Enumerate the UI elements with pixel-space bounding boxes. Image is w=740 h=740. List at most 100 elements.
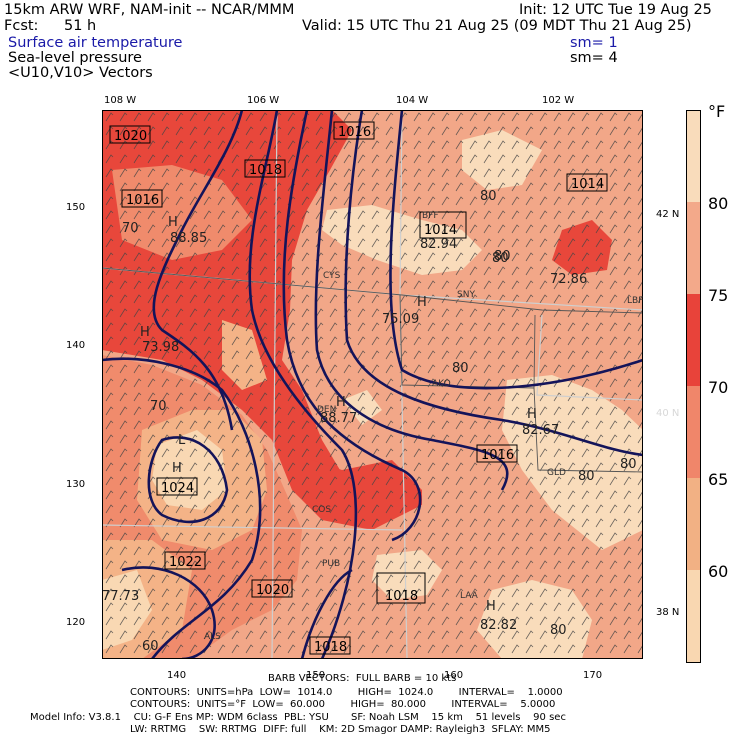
- pressure-box: [244, 159, 286, 178]
- x-label: 140: [167, 670, 187, 681]
- pressure-label: 1018: [314, 640, 347, 655]
- pressure-label: 1016: [338, 125, 371, 140]
- model-info-physics: LW: RRTMG SW: RRTMG DIFF: full KM: 2D Sm…: [130, 724, 551, 735]
- pressure-box: [309, 636, 351, 655]
- y-label: 130: [66, 479, 86, 490]
- lon-label: 108 W: [104, 95, 137, 106]
- colorbar-swatch: [686, 110, 701, 202]
- pressure-box: [251, 579, 293, 598]
- pressure-box: [476, 444, 518, 463]
- forecast-hour: 51 h: [64, 18, 97, 34]
- pressure-label: 1024: [161, 481, 194, 496]
- pressure-box: [333, 121, 375, 140]
- station-id: DEN: [317, 405, 336, 415]
- high-marker: H: [140, 325, 150, 340]
- model-info: Model Info: V3.8.1 CU: G-F Ens MP: WDM 6…: [30, 712, 566, 723]
- station-id: ALS: [204, 632, 221, 642]
- y-label: 150: [66, 202, 86, 213]
- colorbar-label: 65: [708, 470, 729, 489]
- lon-label: 104 W: [396, 95, 429, 106]
- colorbar: [686, 110, 701, 663]
- isobars: [102, 110, 643, 659]
- weather-map: 1020 1018 1016 1016 1014 1014 1024 1022 …: [102, 110, 643, 659]
- field-surface-temp: Surface air temperature: [8, 35, 183, 51]
- colorbar-swatch: [686, 294, 701, 386]
- temp-high: 82.94: [420, 237, 457, 252]
- contour-label: 60: [142, 639, 159, 654]
- station-id: CYS: [323, 271, 341, 281]
- pressure-box: [156, 477, 198, 496]
- colorbar-swatch: [686, 202, 701, 294]
- temp-high: 73.98: [142, 340, 179, 355]
- init-time: Init: 12 UTC Tue 19 Aug 25: [519, 2, 712, 18]
- pressure-label: 1022: [169, 555, 202, 570]
- pressure-box: [419, 211, 467, 239]
- colorbar-swatch: [686, 570, 701, 663]
- high-marker: H: [168, 215, 178, 230]
- contour-label: 80: [494, 249, 511, 264]
- lat-label: 40 N: [656, 408, 680, 419]
- lon-label: 102 W: [542, 95, 575, 106]
- colorbar-swatch: [686, 478, 701, 570]
- pressure-label: 1014: [571, 177, 604, 192]
- high-marker: H: [417, 295, 427, 310]
- station-id: COS: [312, 505, 331, 515]
- contour-label: 80: [452, 361, 469, 376]
- pressure-label: 1016: [481, 448, 514, 463]
- pressure-box: [109, 125, 151, 144]
- contour-label: 80: [550, 623, 567, 638]
- barb-legend: BARB VECTORS: FULL BARB = 10 kts: [268, 673, 457, 684]
- station-id: PUB: [322, 559, 340, 569]
- pressure-label: 1018: [385, 589, 418, 604]
- pressure-box: [566, 173, 608, 192]
- contour-label: 80: [480, 189, 497, 204]
- contour-label: 80: [578, 469, 595, 484]
- high-marker: H: [172, 461, 182, 476]
- x-label: 150: [306, 670, 326, 681]
- lat-label: 38 N: [656, 607, 680, 618]
- pressure-box: [164, 551, 206, 570]
- pressure-label: 1016: [126, 193, 159, 208]
- station-id: BFF: [422, 211, 439, 221]
- colorbar-label: 75: [708, 286, 729, 305]
- contour-info-hpa: CONTOURS: UNITS=hPa LOW= 1014.0 HIGH= 10…: [130, 687, 563, 698]
- station-id: SNY: [457, 290, 475, 300]
- low-marker: L: [178, 433, 186, 448]
- station-id: GLD: [547, 468, 566, 478]
- temp-high: 82.67: [522, 423, 559, 438]
- colorbar-label: 80: [708, 194, 729, 213]
- valid-time: Valid: 15 UTC Thu 21 Aug 25 (09 MDT Thu …: [302, 18, 692, 34]
- pressure-box: [121, 189, 163, 208]
- pressure-box: [376, 572, 426, 604]
- station-id: LAA: [460, 591, 479, 601]
- contour-label: 70: [122, 221, 139, 236]
- pressure-label: 1020: [256, 583, 289, 598]
- x-label: 170: [583, 670, 603, 681]
- contour-label: 80: [492, 251, 509, 266]
- lat-label: 42 N: [656, 209, 680, 220]
- colorbar-label: 60: [708, 562, 729, 581]
- contour-info-temp: CONTOURS: UNITS=°F LOW= 60.000 HIGH= 80.…: [130, 699, 556, 710]
- high-marker: H: [486, 599, 496, 614]
- pressure-label: 1018: [249, 163, 282, 178]
- contour-label: 80: [620, 457, 637, 472]
- x-label: 160: [444, 670, 464, 681]
- model-title: 15km ARW WRF, NAM-init -- NCAR/MMM: [4, 2, 295, 18]
- colorbar-label: 70: [708, 378, 729, 397]
- temp-low: 72.86: [550, 272, 587, 287]
- pressure-label: 1020: [114, 129, 147, 144]
- temp-high: 75.09: [382, 312, 419, 327]
- high-marker: H: [336, 395, 346, 410]
- wind-barbs: [102, 110, 643, 659]
- colorbar-swatch: [686, 386, 701, 478]
- station-id: LBF: [627, 296, 643, 306]
- station-id: AKO: [432, 379, 451, 389]
- contour-label: 70: [150, 399, 167, 414]
- field-slp: Sea-level pressure: [8, 50, 142, 66]
- temp-high: 82.82: [480, 618, 517, 633]
- pressure-label: 1014: [424, 223, 457, 238]
- forecast-label: Fcst:: [4, 18, 39, 34]
- lon-label: 106 W: [247, 95, 280, 106]
- y-label: 140: [66, 340, 86, 351]
- temp-high: 88.77: [320, 411, 357, 426]
